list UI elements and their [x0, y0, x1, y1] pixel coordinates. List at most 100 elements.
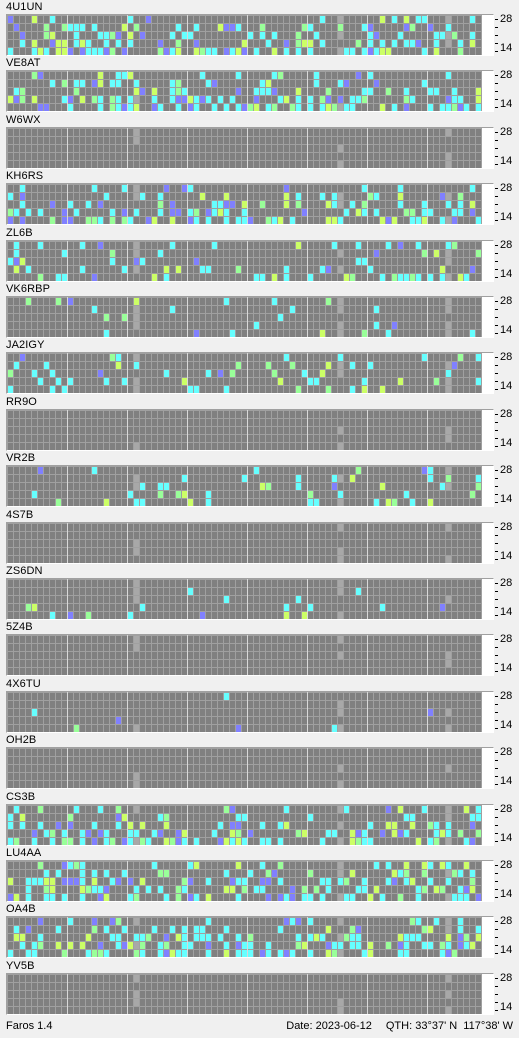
- grid-cell: [194, 660, 199, 667]
- grid-cell: [152, 491, 157, 498]
- grid-cell: [152, 153, 157, 160]
- grid-cell: [200, 660, 205, 667]
- grid-cell: [284, 153, 289, 160]
- beacon-panel: W6WX 28 14: [0, 113, 519, 169]
- grid-cell: [32, 298, 37, 305]
- grid-cell: [32, 660, 37, 667]
- grid-cell: [152, 40, 157, 47]
- propagation-grid-cells: [7, 635, 482, 675]
- grid-cell: [212, 532, 217, 539]
- grid-cell: [410, 419, 415, 426]
- grid-cell: [98, 72, 103, 79]
- grid-cell: [362, 193, 367, 200]
- grid-cell: [170, 322, 175, 329]
- band-axis: 28 14: [495, 183, 519, 225]
- grid-cell: [68, 378, 73, 385]
- grid-cell: [278, 16, 283, 23]
- grid-cell: [218, 435, 223, 442]
- grid-cell: [362, 48, 367, 55]
- grid-cell: [134, 40, 139, 47]
- grid-cell: [392, 298, 397, 305]
- grid-cell: [92, 72, 97, 79]
- grid-cell: [68, 483, 73, 490]
- grid-cell: [248, 88, 253, 95]
- grid-cell: [140, 580, 145, 587]
- grid-cell: [236, 104, 241, 111]
- grid-cell: [320, 24, 325, 31]
- grid-cell: [362, 443, 367, 450]
- grid-cell: [62, 475, 67, 482]
- grid-cell: [62, 72, 67, 79]
- grid-cell: [134, 209, 139, 216]
- grid-cell: [386, 499, 391, 506]
- grid-cell: [314, 668, 319, 675]
- grid-cell: [350, 153, 355, 160]
- grid-cell: [248, 250, 253, 257]
- grid-cell: [464, 652, 469, 659]
- grid-cell: [248, 193, 253, 200]
- grid-cell: [182, 24, 187, 31]
- grid-cell: [152, 548, 157, 555]
- grid-cell: [206, 217, 211, 224]
- grid-cell: [434, 32, 439, 39]
- grid-cell: [296, 185, 301, 192]
- grid-cell: [128, 483, 133, 490]
- grid-cell: [308, 137, 313, 144]
- grid-cell: [14, 612, 19, 619]
- grid-cell: [194, 354, 199, 361]
- grid-cell: [452, 104, 457, 111]
- grid-cell: [320, 580, 325, 587]
- grid-cell: [446, 580, 451, 587]
- grid-cell: [14, 104, 19, 111]
- grid-cell: [344, 32, 349, 39]
- grid-cell: [194, 266, 199, 273]
- grid-cell: [158, 660, 163, 667]
- grid-cell: [284, 80, 289, 87]
- grid-cell: [314, 16, 319, 23]
- grid-cell: [92, 612, 97, 619]
- grid-cell: [152, 668, 157, 675]
- grid-cell: [104, 668, 109, 675]
- grid-cell: [206, 258, 211, 265]
- grid-cell: [296, 475, 301, 482]
- grid-cell: [434, 386, 439, 393]
- grid-cell: [260, 548, 265, 555]
- grid-cell: [152, 80, 157, 87]
- grid-cell: [404, 298, 409, 305]
- grid-cell: [278, 161, 283, 168]
- grid-cell: [134, 185, 139, 192]
- grid-cell: [458, 185, 463, 192]
- grid-cell: [254, 185, 259, 192]
- grid-cell: [356, 491, 361, 498]
- hour-divider: [67, 15, 68, 55]
- grid-cell: [392, 201, 397, 208]
- grid-cell: [374, 145, 379, 152]
- grid-cell: [170, 104, 175, 111]
- grid-cell: [362, 185, 367, 192]
- grid-cell: [200, 40, 205, 47]
- grid-cell: [314, 217, 319, 224]
- grid-cell: [80, 96, 85, 103]
- grid-cell: [446, 652, 451, 659]
- grid-cell: [158, 386, 163, 393]
- grid-cell: [374, 80, 379, 87]
- grid-cell: [380, 443, 385, 450]
- grid-cell: [434, 532, 439, 539]
- grid-cell: [242, 201, 247, 208]
- grid-cell: [428, 32, 433, 39]
- grid-cell: [422, 129, 427, 136]
- grid-cell: [20, 427, 25, 434]
- grid-cell: [428, 88, 433, 95]
- grid-cell: [428, 491, 433, 498]
- grid-cell: [14, 411, 19, 418]
- grid-cell: [146, 266, 151, 273]
- grid-cell: [248, 370, 253, 377]
- grid-cell: [242, 411, 247, 418]
- propagation-grid: [6, 127, 494, 169]
- grid-cell: [224, 330, 229, 337]
- hour-divider: [127, 297, 128, 337]
- grid-cell: [200, 524, 205, 531]
- grid-cell: [242, 604, 247, 611]
- grid-cell: [422, 137, 427, 144]
- grid-cell: [146, 88, 151, 95]
